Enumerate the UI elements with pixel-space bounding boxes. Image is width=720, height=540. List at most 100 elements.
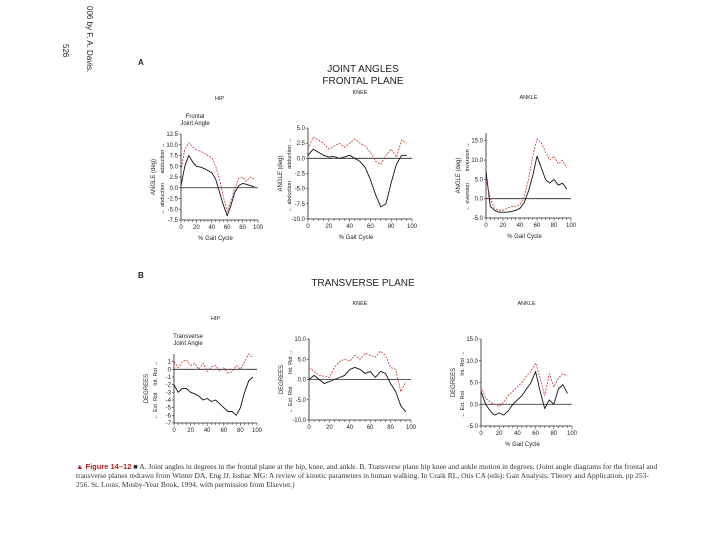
x-tick-label: 0 (179, 225, 183, 231)
x-tick-label: 100 (567, 431, 578, 437)
inset-label-line2: Joint Angle (173, 341, 203, 347)
y-axis-label: ANGLE (deg) (151, 159, 157, 195)
y-tick-label: 5.0 (170, 164, 179, 170)
series-1-line (173, 376, 254, 416)
chart-4: 10-1-2-3-4-5-6-70 20 40 60 80 100HIPTransvers… (144, 316, 263, 434)
figure-label: ▲ Figure 14–12 (76, 462, 132, 471)
x-tick-label: 60 (534, 223, 541, 229)
x-axis-label: % Gait Cycle (339, 235, 374, 241)
x-tick-label: 60 (220, 428, 227, 434)
y-tick-label: 12.5 (166, 132, 178, 138)
x-tick-label: 80 (388, 224, 395, 230)
x-tick-label: 60 (367, 224, 374, 230)
inset-label-line1: Transverse (173, 334, 203, 340)
y-axis-label: ANGLE (deg) (278, 155, 284, 191)
x-axis-label: % Gait Cycle (507, 234, 542, 240)
y-tick-label: -6 (166, 413, 172, 419)
x-tick-label: 60 (367, 425, 374, 431)
chart-2: 5.0 2.5 0.0 -2.5 -5.0 -7.5 -10.00 20 40 60 80 100 KN… (278, 90, 418, 241)
x-tick-label: 40 (208, 225, 215, 231)
x-tick-label: 0 (307, 425, 311, 431)
y-tick-label: 10.0 (466, 359, 478, 365)
x-tick-label: 20 (187, 428, 194, 434)
direction-top-label: adduction → (287, 138, 293, 169)
series-1-line (180, 155, 255, 217)
y-tick-label: 0 (168, 367, 172, 373)
direction-top-label: adduction → (160, 143, 166, 174)
y-tick-label: 10.0 (294, 337, 306, 343)
x-tick-label: 0 (306, 224, 310, 230)
section-b-title: TRANSVERSE PLANE (296, 278, 430, 290)
y-tick-label: -10.0 (291, 217, 305, 223)
x-tick-label: 100 (252, 428, 263, 434)
chart-title: KNEE (353, 90, 368, 96)
series-2-line (180, 142, 255, 212)
series-1-line (480, 371, 568, 416)
y-tick-label: -1 (166, 375, 172, 381)
y-tick-label: -5 (166, 406, 172, 412)
chart-6: 15.0 10.0 5.0 0.0 -5.00 20 40 60 80 100 ANKLE % Gai… (451, 301, 578, 448)
section-a-title: JOINT ANGLES FRONTAL PLANE (300, 64, 426, 88)
series-1-line (307, 148, 407, 208)
y-tick-label: 2.5 (170, 175, 179, 181)
section-b-label: B (138, 271, 144, 280)
caption-text: ■ A. Joint angles in degrees in the fron… (76, 462, 658, 489)
y-tick-label: -5.0 (168, 207, 179, 213)
x-tick-label: 80 (239, 225, 246, 231)
figure-caption: ▲ Figure 14–12 ■ A. Joint angles in degr… (76, 462, 660, 489)
y-tick-label: 0.0 (297, 156, 306, 162)
y-tick-label: 1 (168, 360, 172, 366)
y-tick-label: 5.0 (475, 177, 484, 183)
x-tick-label: 20 (326, 425, 333, 431)
x-tick-label: 0 (484, 223, 488, 229)
y-axis-label: ANGLE (deg) (456, 157, 462, 193)
series-1-line (485, 155, 568, 213)
y-axis-label: DEGREES (144, 374, 150, 403)
direction-top-label: Int. Rot → (460, 351, 466, 376)
inset-label-line2: Joint Angle (180, 121, 210, 127)
x-tick-label: 20 (496, 431, 503, 437)
y-tick-label: -7.5 (168, 218, 179, 224)
y-tick-label: -4 (166, 398, 172, 404)
chart-1: 12.5 10.0 7.5 5.0 2.5 0.0 -2.5 -5.0 -7.50 20 40 60 8… (151, 96, 264, 242)
y-tick-label: 10.0 (166, 143, 178, 149)
section-a-title-line1: JOINT ANGLES (327, 64, 399, 75)
x-tick-label: 40 (346, 224, 353, 230)
x-tick-label: 0 (479, 431, 483, 437)
series-1-line (308, 366, 407, 413)
y-tick-label: 0.0 (170, 186, 179, 192)
x-tick-label: 40 (514, 431, 521, 437)
y-tick-label: -7.5 (295, 202, 306, 208)
series-2-line (480, 362, 568, 407)
y-tick-label: -2 (166, 383, 172, 389)
x-tick-label: 100 (566, 223, 577, 229)
y-axis-label: DEGREES (451, 368, 457, 397)
series-2-line (308, 350, 407, 393)
chart-5: 10.0 5.0 0.0 -5.0 -10.00 20 40 60 80 100 KNEE DEGRE… (279, 301, 417, 431)
series-2-line (173, 353, 254, 374)
y-tick-label: 2.5 (297, 141, 306, 147)
chart-title: HIP (211, 316, 221, 322)
y-tick-label: 15.0 (466, 337, 478, 343)
y-tick-label: 0.0 (470, 402, 479, 408)
direction-bottom-label: ← abduction (287, 181, 293, 212)
x-tick-label: 60 (532, 431, 539, 437)
series-2-line (307, 136, 408, 165)
chart-title: ANKLE (517, 301, 535, 307)
x-tick-label: 80 (387, 425, 394, 431)
y-axis-label: DEGREES (279, 365, 285, 394)
y-tick-label: 5.0 (298, 357, 307, 363)
y-tick-label: 7.5 (170, 154, 179, 160)
direction-bottom-label: ← abduction (160, 183, 166, 214)
x-tick-label: 40 (517, 223, 524, 229)
y-tick-label: -7 (166, 421, 172, 427)
y-tick-label: -3 (166, 390, 172, 396)
y-tick-label: 10.0 (471, 158, 483, 164)
chart-3: 15.0 10.0 5.0 0.0 -5.00 20 40 60 80 100 ANKLE % Gai… (456, 95, 577, 240)
x-tick-label: 80 (551, 223, 558, 229)
direction-bottom-label: ← Ext. Rot (460, 390, 466, 417)
chart-title: KNEE (353, 301, 368, 307)
x-axis-label: % Gait Cycle (505, 442, 540, 448)
section-a-label: A (138, 58, 144, 67)
